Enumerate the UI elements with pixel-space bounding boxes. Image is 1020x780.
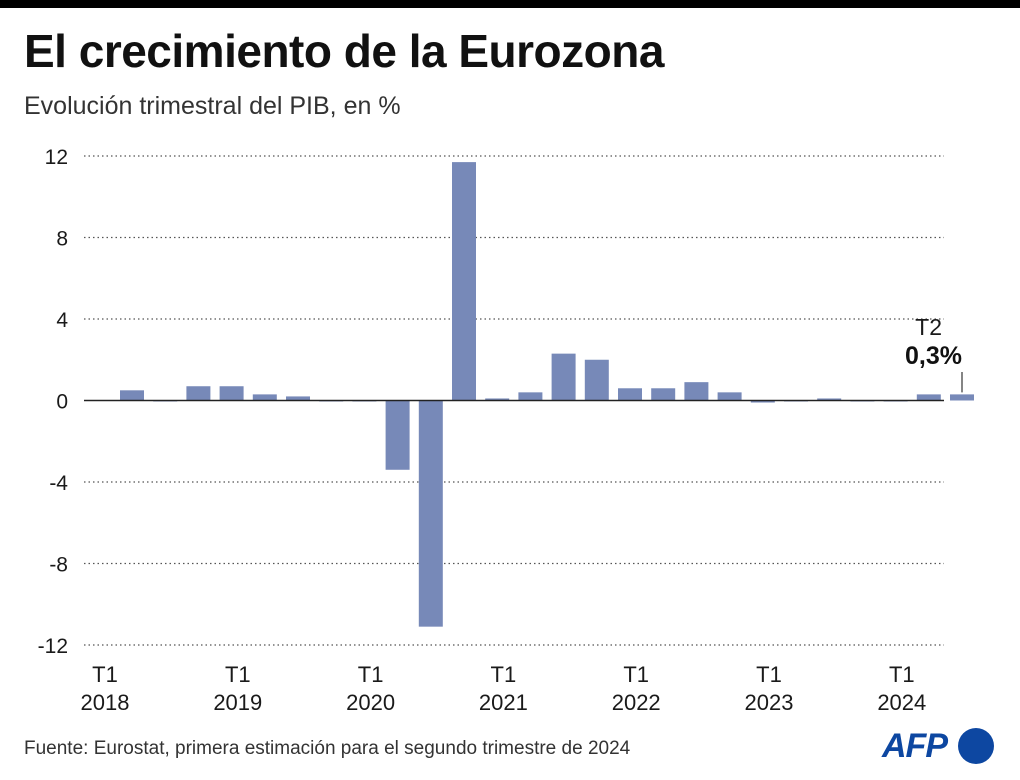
x-tick-quarter-label: T1 xyxy=(92,662,118,687)
bar xyxy=(518,392,543,401)
top-bar xyxy=(0,0,1020,8)
y-tick-label: -4 xyxy=(49,472,68,495)
x-tick-quarter-label: T1 xyxy=(491,662,517,687)
bar xyxy=(252,394,277,401)
bar xyxy=(584,359,609,401)
bar xyxy=(916,394,941,401)
x-tick-year-label: 2019 xyxy=(213,690,262,715)
annotation-value-label: 0,3% xyxy=(905,342,962,370)
x-tick-quarter-label: T1 xyxy=(623,662,649,687)
bar xyxy=(452,162,476,401)
bar xyxy=(120,390,144,401)
source-note: Fuente: Eurostat, primera estimación par… xyxy=(24,738,631,759)
afp-logo-text: AFP xyxy=(882,727,948,765)
bar xyxy=(385,400,410,470)
bar xyxy=(485,398,510,401)
x-tick-year-label: 2021 xyxy=(479,690,528,715)
bar xyxy=(817,398,842,401)
chart-title: El crecimiento de la Eurozona xyxy=(24,25,664,77)
bar xyxy=(551,353,576,401)
chart-subtitle: Evolución trimestral del PIB, en % xyxy=(24,92,401,120)
bar xyxy=(418,400,443,627)
afp-logo-dot xyxy=(958,728,994,764)
x-tick-quarter-label: T1 xyxy=(225,662,251,687)
y-tick-label: -8 xyxy=(49,554,68,577)
x-tick-year-label: 2020 xyxy=(346,690,395,715)
x-tick-year-label: 2022 xyxy=(612,690,661,715)
y-tick-label: -12 xyxy=(38,635,68,658)
bar xyxy=(750,400,775,403)
x-tick-year-label: 2023 xyxy=(745,690,794,715)
afp-logo: AFP xyxy=(882,726,1002,766)
y-tick-label: 0 xyxy=(56,391,68,414)
bar xyxy=(618,388,642,401)
x-tick-quarter-label: T1 xyxy=(756,662,782,687)
y-tick-label: 4 xyxy=(56,309,68,332)
y-tick-label: 12 xyxy=(45,146,68,169)
x-tick-year-label: 2018 xyxy=(81,690,130,715)
annotation-quarter-label: T2 xyxy=(915,314,942,340)
bar-chart: 12 8 4 0 -4 -8 -12 T1 2018 T1 2019 T1 2020 T1 2021 T1 20… xyxy=(38,146,974,715)
bar xyxy=(286,396,310,401)
x-tick-quarter-label: T1 xyxy=(889,662,915,687)
bar xyxy=(684,382,709,401)
bar xyxy=(219,386,244,401)
x-tick-year-label: 2024 xyxy=(877,690,926,715)
y-tick-label: 8 xyxy=(56,228,68,251)
bar xyxy=(186,386,211,401)
bar xyxy=(950,394,974,401)
x-tick-quarter-label: T1 xyxy=(358,662,384,687)
bar xyxy=(651,388,676,401)
bar xyxy=(717,392,742,401)
